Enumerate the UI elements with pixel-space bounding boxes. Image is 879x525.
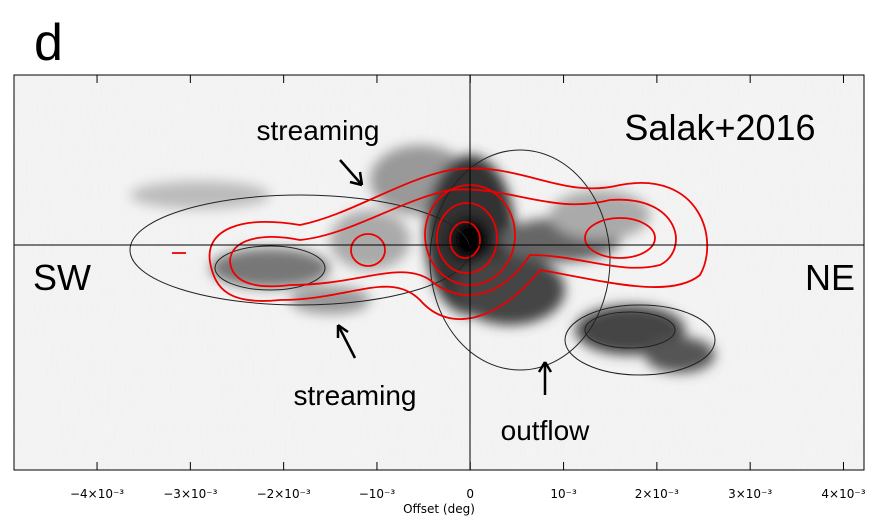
annotation: Salak+2016 (624, 107, 815, 148)
annotation: streaming (294, 380, 417, 411)
annotation: outflow (501, 415, 590, 446)
x-tick-label: 0 (466, 487, 474, 501)
x-tick-label: −2×10⁻³ (257, 487, 311, 501)
x-tick-label: −4×10⁻³ (70, 487, 124, 501)
x-tick-label: 3×10⁻³ (728, 487, 772, 501)
annotation: SW (33, 257, 91, 298)
x-axis: −4×10⁻³ −3×10⁻³ −2×10⁻³ −10⁻³ 0 10⁻³ 2×10⁻³ 3×1… (70, 75, 866, 501)
arrows (336, 159, 553, 395)
x-tick-label: 10⁻³ (550, 487, 577, 501)
plot-frame (13, 74, 865, 471)
x-axis-label: Offset (deg) (403, 502, 475, 516)
x-tick-label: −10⁻³ (359, 487, 396, 501)
x-tick-label: 2×10⁻³ (635, 487, 679, 501)
x-tick-label: −3×10⁻³ (163, 487, 217, 501)
pv-image (14, 75, 864, 470)
x-tick-label: 4×10⁻³ (821, 487, 865, 501)
panel-label: d (34, 14, 63, 72)
annotation: NE (805, 257, 855, 298)
annotation: streaming (257, 115, 380, 146)
